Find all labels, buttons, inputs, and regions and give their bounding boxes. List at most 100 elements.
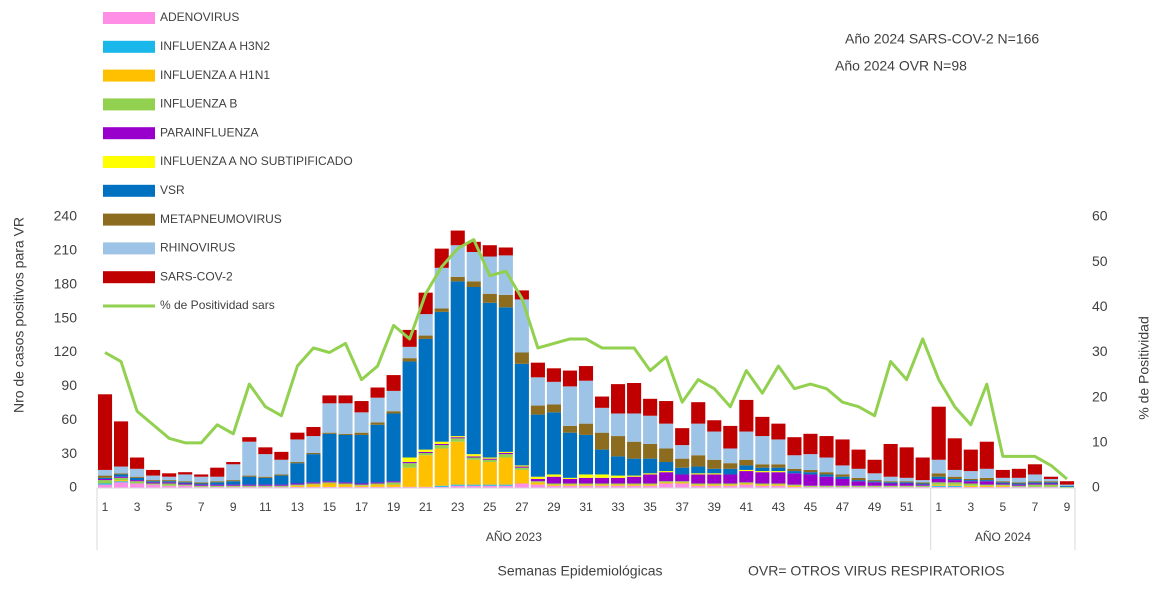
bar-segment [418,486,433,488]
bar-segment [306,427,321,437]
bar-segment [995,484,1010,486]
bar-segment [851,477,866,481]
bar-segment [1027,483,1042,485]
bar-segment [915,486,930,488]
bar-segment [194,476,209,483]
bar-segment [402,463,417,468]
bar-segment [274,486,289,488]
bar-segment [578,423,594,435]
bar-segment [691,484,706,486]
bar-segment [146,481,161,483]
bar-segment [322,481,337,483]
bar-segment [578,380,594,424]
bar-segment [402,346,417,359]
bar-segment [883,482,898,484]
bar-segment [707,484,722,486]
bar-segment [130,468,145,477]
bar-segment [306,483,321,485]
bar-segment [899,485,914,487]
bar-segment [867,482,882,486]
y2-tick-label: 60 [1092,208,1108,224]
bar-segment [915,482,930,484]
bar-segment [787,455,802,469]
bar-segment [755,484,770,486]
bar-segment [1027,484,1042,487]
bar-segment [947,478,962,481]
bar-segment [675,474,690,482]
bar-segment [1059,481,1075,485]
bar-segment [354,483,369,485]
bar-segment [450,281,465,437]
bar-segment [290,439,305,463]
bar-segment [434,445,449,449]
bar-segment [466,281,481,288]
bar-segment [306,452,321,455]
bar-segment [867,459,882,474]
legend-swatch [103,69,155,82]
bar-segment [258,486,273,488]
y2-tick-label: 40 [1092,298,1108,314]
bar-segment [723,485,738,488]
bar-segment [739,465,754,470]
bar-segment [322,432,337,434]
bar-segment [611,384,626,414]
bar-segment [514,299,529,353]
bar-segment [434,441,449,444]
bar-segment [466,252,481,282]
bar-segment [370,397,385,423]
bar-segment [370,424,385,483]
bar-segment [675,481,690,483]
bar-segment [226,462,241,465]
bar-segment [995,477,1010,482]
bar-segment [178,481,193,483]
bar-segment [979,468,994,478]
bar-segment [915,485,930,487]
x-tick-label: 15 [323,500,337,514]
bar-segment [386,390,401,412]
bar-segment [979,485,994,487]
bar-segment [242,476,257,485]
y-tick-label: 60 [61,411,77,427]
bar-segment [803,454,818,470]
bar-segment [883,481,898,483]
bar-segment [643,473,658,475]
bar-segment [482,245,497,257]
bar-segment [1011,482,1026,484]
bar-segment [627,483,642,485]
bar-segment [755,485,770,488]
bar-segment [482,484,497,486]
bar-segment [643,483,658,485]
bar-segment [675,483,690,488]
bar-segment [546,368,561,382]
bar-segment [578,483,594,485]
bar-segment [659,482,674,484]
bar-segment [931,459,946,474]
legend-label: RHINOVIRUS [160,241,235,255]
bar-segment [578,484,594,486]
bar-segment [322,395,337,404]
bar-segment [915,457,930,481]
y-tick-label: 0 [69,479,77,495]
legend-swatch [103,12,155,24]
bar-segment [146,469,161,476]
x-tick-label: 35 [643,500,657,514]
bar-segment [418,451,433,453]
bar-segment [594,483,610,485]
bar-segment [306,486,321,488]
bar-segment [274,459,289,475]
bar-segment [578,366,594,381]
x-tick-label: 45 [804,500,818,514]
bar-segment [370,387,385,398]
bar-segment [546,485,561,488]
bar-segment [979,486,994,488]
bar-segment [739,469,754,472]
bar-segment [450,437,465,439]
bar-segment [883,485,898,487]
bar-segment [578,485,594,488]
bar-segment [194,485,209,487]
bar-segment [498,485,513,488]
x-tick-label: 3 [134,500,141,514]
bar-segment [739,482,754,484]
bar-segment [643,485,658,488]
bar-segment [739,431,754,460]
